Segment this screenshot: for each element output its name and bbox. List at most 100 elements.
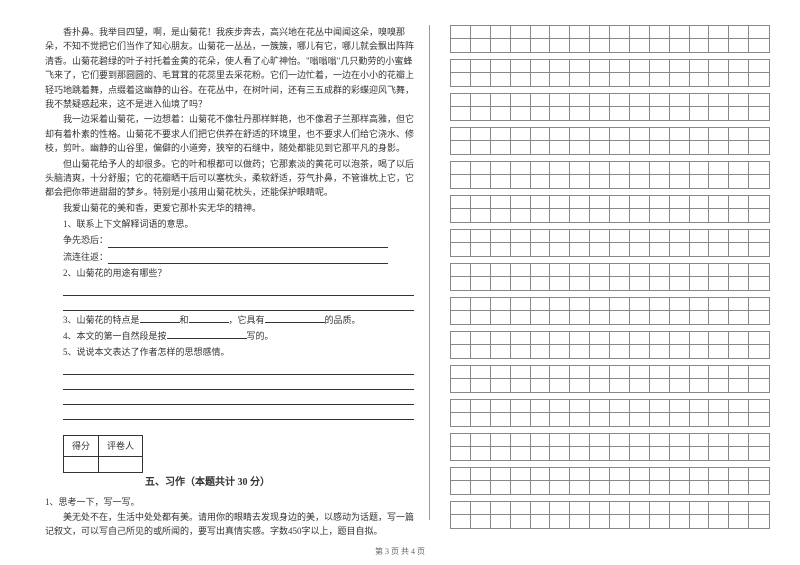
grid-cell — [550, 413, 570, 426]
grid-cell — [690, 39, 710, 52]
q3: 3、山菊花的特点是和，它具有的品质。 — [45, 313, 414, 327]
grid-cell — [630, 311, 650, 324]
q4: 4、本文的第一自然段是按写的。 — [45, 329, 414, 343]
grid-cell — [491, 366, 511, 379]
grid-cell — [550, 379, 570, 392]
grid-cell — [570, 447, 590, 460]
grid-cell — [570, 400, 590, 413]
grid-cell — [570, 60, 590, 73]
grid-cell — [610, 400, 630, 413]
grid-cell — [630, 128, 650, 141]
score-blank — [64, 457, 99, 473]
grid-cell — [709, 379, 729, 392]
q1-b: 流连往返： — [45, 250, 414, 264]
grid-cell — [491, 379, 511, 392]
grid-cell — [630, 502, 650, 515]
grid-cell — [610, 481, 630, 494]
grid-cell — [749, 73, 769, 86]
grid-cell — [550, 60, 570, 73]
grid-cell — [709, 243, 729, 256]
grid-cell — [511, 277, 531, 290]
grid-cell — [590, 175, 610, 188]
grid-cell — [511, 481, 531, 494]
grid-cell — [670, 434, 690, 447]
grid-cell — [610, 209, 630, 222]
grid-cell — [471, 379, 491, 392]
grid-cell — [531, 447, 551, 460]
grid-cell — [570, 277, 590, 290]
grid-cell — [690, 243, 710, 256]
grid-cell — [471, 26, 491, 39]
grid-cell — [670, 128, 690, 141]
score-col1: 得分 — [64, 435, 99, 456]
passage-p3: 但山菊花给予人的却很多。它的叶和根都可以做药；它那素淡的黄花可以泡茶，喝了以后头… — [45, 157, 414, 200]
grid-cell — [709, 26, 729, 39]
score-table: 得分 评卷人 — [63, 435, 143, 473]
grid-cell — [531, 413, 551, 426]
grid-cell — [590, 162, 610, 175]
grid-cell — [749, 60, 769, 73]
grid-cell — [451, 502, 471, 515]
grid-cell — [610, 141, 630, 154]
grid-cell — [650, 502, 670, 515]
grid-cell — [690, 311, 710, 324]
grid-cell — [471, 481, 491, 494]
grid-cell — [491, 107, 511, 120]
grid-cell — [570, 264, 590, 277]
grid-cell — [451, 379, 471, 392]
grid-cell — [630, 230, 650, 243]
grid-cell — [749, 162, 769, 175]
passage-p1: 香扑鼻。我举目四望，啊，是山菊花！我疾步奔去，高兴地在花丛中闻闻这朵，嗅嗅那朵，… — [45, 25, 414, 111]
grid-cell — [590, 73, 610, 86]
answer-line — [63, 376, 414, 390]
grid-cell — [670, 230, 690, 243]
grid-cell — [690, 332, 710, 345]
grid-cell — [451, 230, 471, 243]
grid-cell — [491, 468, 511, 481]
grid-cell — [511, 379, 531, 392]
grid-cell — [670, 73, 690, 86]
grid-cell — [749, 94, 769, 107]
grid-cell — [670, 277, 690, 290]
grid-cell — [630, 366, 650, 379]
grid-cell — [650, 434, 670, 447]
grid-cell — [570, 39, 590, 52]
blank — [140, 313, 180, 323]
grid-cell — [491, 209, 511, 222]
grid-cell — [670, 447, 690, 460]
grid-cell — [451, 277, 471, 290]
grid-block — [450, 365, 770, 393]
grid-cell — [471, 502, 491, 515]
grid-cell — [729, 162, 749, 175]
grid-cell — [630, 73, 650, 86]
right-column — [450, 25, 770, 520]
grid-cell — [729, 298, 749, 311]
grid-cell — [550, 162, 570, 175]
grid-cell — [531, 379, 551, 392]
grid-cell — [650, 379, 670, 392]
grid-block — [450, 195, 770, 223]
grid-cell — [451, 311, 471, 324]
grid-cell — [650, 196, 670, 209]
grid-cell — [749, 175, 769, 188]
grid-cell — [590, 413, 610, 426]
grid-cell — [511, 311, 531, 324]
grid-cell — [570, 73, 590, 86]
grid-cell — [630, 26, 650, 39]
grid-cell — [471, 468, 491, 481]
grid-cell — [610, 311, 630, 324]
grid-cell — [531, 434, 551, 447]
grid-cell — [690, 230, 710, 243]
grid-cell — [630, 175, 650, 188]
grid-cell — [670, 311, 690, 324]
grid-cell — [491, 175, 511, 188]
grid-cell — [729, 264, 749, 277]
grid-cell — [610, 26, 630, 39]
grid-cell — [630, 196, 650, 209]
grid-block — [450, 297, 770, 325]
grid-cell — [531, 468, 551, 481]
grid-cell — [670, 298, 690, 311]
grid-cell — [630, 107, 650, 120]
grid-cell — [570, 366, 590, 379]
answer-line — [63, 297, 414, 311]
